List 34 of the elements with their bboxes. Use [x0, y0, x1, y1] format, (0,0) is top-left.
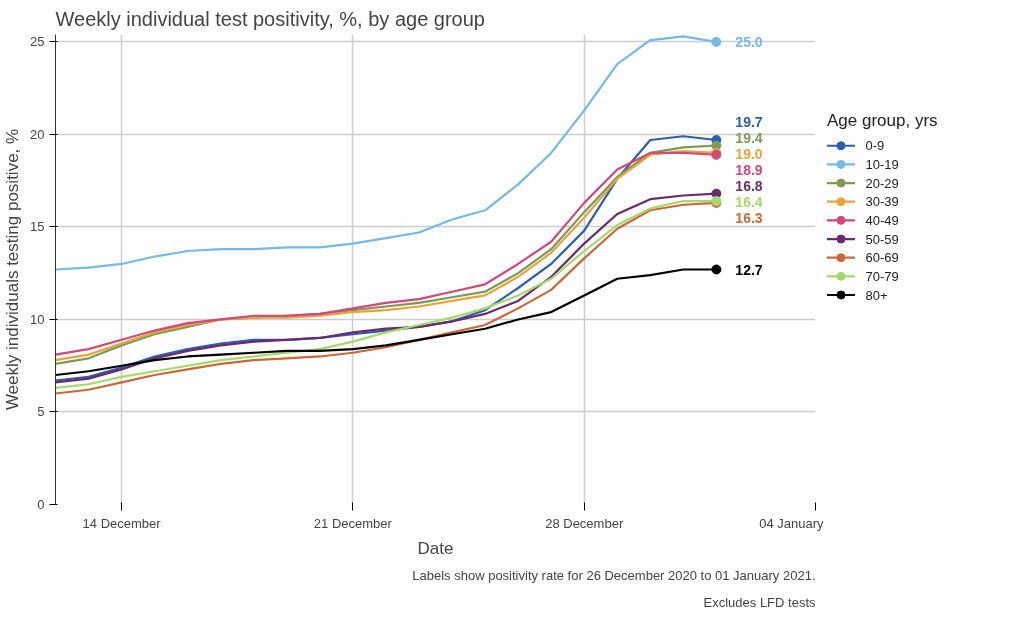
text: Excludes LFD tests: [703, 594, 816, 610]
legend-label: 70-79: [865, 268, 899, 284]
y-tick-label: 15: [30, 219, 45, 235]
text: Labels show positivity rate for 26 December 2020 to 01 January 2021.: [412, 567, 816, 583]
data-label: 19.0: [735, 146, 763, 163]
data-label: 12.7: [735, 261, 763, 278]
x-axis-title: Date: [417, 538, 454, 558]
y-tick-label: 0: [37, 497, 45, 512]
y-tick-label: 25: [30, 34, 45, 50]
legend-label: 50-59: [865, 231, 899, 247]
legend-label: 0-9: [865, 138, 885, 154]
legend-label: 20-29: [865, 175, 899, 191]
legend-label: 80+: [865, 287, 888, 303]
data-label: 16.3: [735, 210, 763, 227]
y-tick-label: 5: [37, 404, 45, 420]
legend-label: 40-49: [865, 212, 899, 228]
legend-label: 30-39: [865, 194, 899, 210]
y-tick-label: 10: [30, 311, 45, 327]
data-label: 19.7: [735, 114, 763, 131]
data-label: 16.8: [735, 178, 763, 195]
legend-label: 60-69: [865, 250, 899, 266]
data-label: 16.4: [735, 194, 763, 211]
data-label: 25.0: [735, 33, 763, 50]
x-tick-label: 28 December: [545, 515, 624, 531]
y-tick-label: 20: [30, 126, 45, 142]
data-label: 19.4: [735, 130, 763, 147]
x-tick-label: 21 December: [313, 515, 393, 531]
legend-label: 10-19: [865, 156, 899, 172]
data-label: 18.9: [735, 162, 763, 179]
chart-title: Weekly individual test positivity, %, by age group: [55, 7, 485, 30]
legend-title: Age group, yrs: [827, 111, 938, 131]
x-tick-label: 14 December: [82, 515, 162, 531]
x-tick-label: 04 January: [759, 515, 824, 531]
y-axis-title: Weekly individuals testing positive, %: [3, 128, 23, 411]
